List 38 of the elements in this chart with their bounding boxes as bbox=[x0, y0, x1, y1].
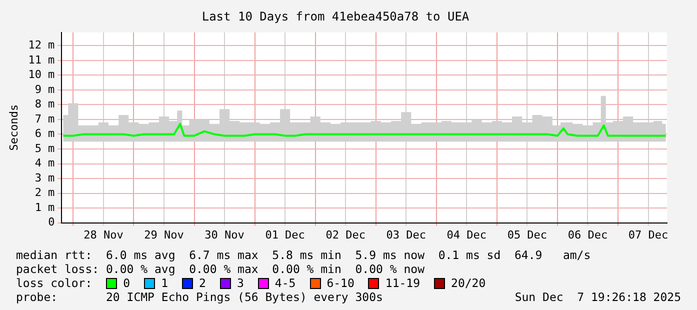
legend-label: 11-19 bbox=[385, 276, 420, 290]
y-tick-label: 8 m bbox=[34, 98, 56, 111]
legend-label: 0 bbox=[123, 276, 130, 290]
y-tick-label: 10 m bbox=[28, 68, 56, 82]
x-tick-label: 06 Dec bbox=[568, 228, 608, 242]
y-tick-label: 6 m bbox=[34, 127, 56, 140]
y-tick-label: 3 m bbox=[34, 171, 56, 184]
y-tick-label: 4 m bbox=[34, 156, 56, 170]
legend-label: 4-5 bbox=[274, 276, 296, 290]
x-tick-label: 05 Dec bbox=[507, 228, 548, 242]
x-tick-label: 01 Dec bbox=[265, 228, 305, 242]
legend-label: 2 bbox=[199, 276, 206, 290]
text: median rtt: 6.0 ms avg 6.7 ms max 5.8 ms min 5.9 ms now 0.1 ms sd 64.9 am/s bbox=[16, 248, 591, 262]
legend-label: 1 bbox=[161, 276, 168, 290]
text: packet loss: 0.00 % avg 0.00 % max 0.00 % min 0.00 % now bbox=[16, 262, 424, 276]
y-tick-label: 1 m bbox=[34, 200, 56, 214]
legend-label: 3 bbox=[236, 276, 244, 290]
x-tick-label: 02 Dec bbox=[326, 228, 366, 242]
y-tick-label: 2 m bbox=[34, 186, 56, 200]
y-tick-label: 5 m bbox=[34, 142, 56, 155]
x-tick-label: 29 Nov bbox=[144, 228, 184, 242]
y-axis-title: Seconds bbox=[7, 104, 20, 151]
y-tick-label: 11 m bbox=[28, 53, 56, 66]
x-tick-label: 07 Dec bbox=[628, 228, 668, 242]
chart-title: Last 10 Days from 41ebea450a78 to UEA bbox=[202, 9, 470, 24]
legend-label: 6-10 bbox=[326, 276, 354, 290]
x-tick-label: 03 Dec bbox=[386, 228, 426, 242]
y-tick-label: 0 bbox=[48, 216, 55, 229]
x-tick-label: 28 Nov bbox=[84, 228, 124, 242]
x-tick-label: 04 Dec bbox=[446, 228, 487, 242]
x-tick-label: 30 Nov bbox=[204, 228, 245, 242]
y-tick-label: 12 m bbox=[28, 38, 56, 52]
y-tick-label: 7 m bbox=[34, 112, 56, 126]
legend-title: loss color: bbox=[16, 276, 92, 290]
text: probe: 20 ICMP Echo Pings (56 Bytes) every 300s bbox=[16, 290, 383, 304]
legend-label: 20/20 bbox=[451, 276, 486, 290]
text: Sun Dec 7 19:26:18 2025 bbox=[514, 290, 681, 304]
y-tick-label: 9 m bbox=[34, 82, 56, 96]
